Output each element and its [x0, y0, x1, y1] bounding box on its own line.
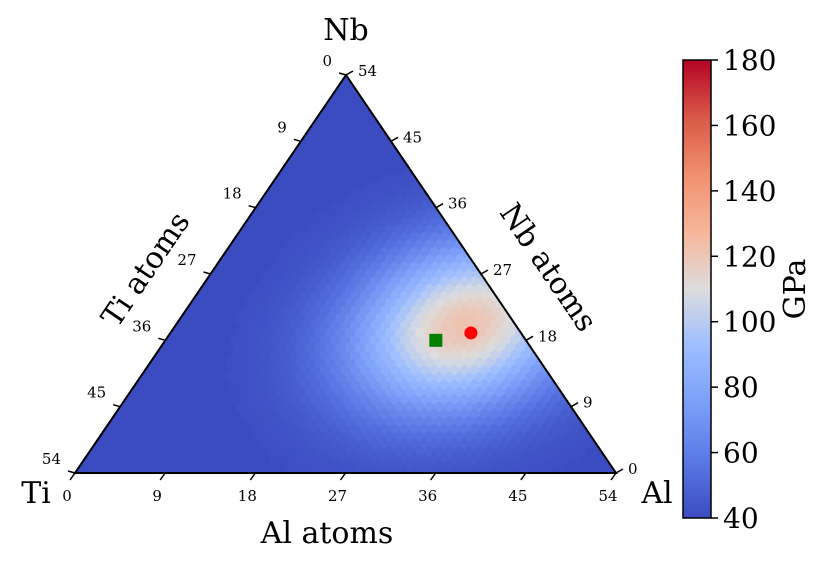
tick-label-left: 9: [277, 118, 287, 136]
tick-label-left: 27: [177, 251, 196, 269]
colorbar: [682, 59, 712, 519]
ternary-axes: 0 9 18 27 36 45 54 0 9 18 27 36 45 54 0 9 18 27 36 45 54: [42, 52, 638, 505]
corner-label-top: Nb: [323, 13, 368, 48]
corner-label-left: Ti: [21, 476, 51, 511]
tick-label-bottom: 54: [598, 487, 617, 505]
tick-label-bottom: 18: [238, 487, 257, 505]
tick-label-right: 54: [358, 62, 377, 80]
tick-label-left: 18: [223, 185, 242, 203]
tick-mark-left: [248, 204, 256, 209]
tick-label-bottom: 45: [508, 487, 527, 505]
colorbar-label: GPa: [778, 259, 813, 320]
tick-mark-right: [435, 203, 444, 209]
tick-mark-right: [345, 70, 354, 76]
marker-square: [429, 333, 443, 347]
tick-label-left: 45: [87, 384, 106, 402]
tick-mark-left: [338, 72, 347, 76]
tick-label-bottom: 0: [62, 487, 72, 505]
tick-mark-right: [480, 269, 489, 275]
tick-label-left: 54: [42, 450, 61, 468]
tick-mark-bottom: [159, 472, 166, 481]
colorbar-tick-label: 140: [723, 175, 776, 208]
tick-label-left: 36: [132, 317, 151, 335]
marker-circle: [464, 326, 478, 340]
tick-mark-bottom: [69, 472, 76, 481]
colorbar-tick-label: 80: [723, 371, 759, 404]
colorbar-tick-label: 60: [723, 437, 759, 470]
tick-mark-right: [390, 136, 399, 142]
marker-layer: [429, 326, 478, 347]
colorbar-tick-label: 40: [723, 502, 759, 535]
tick-mark-right: [525, 335, 534, 341]
colorbar-tick-label: 160: [723, 109, 776, 142]
tick-label-right: 0: [628, 460, 638, 478]
tick-mark-left: [67, 470, 76, 474]
tick-mark-bottom: [610, 472, 617, 481]
tick-label-right: 27: [493, 261, 512, 279]
colorbar-tick-label: 180: [723, 44, 776, 77]
tick-mark-right: [615, 468, 624, 474]
axis-label-bottom: Al atoms: [260, 516, 394, 551]
tick-label-bottom: 27: [328, 487, 347, 505]
colorbar-tick-label: 120: [723, 240, 776, 273]
tick-mark-bottom: [339, 472, 347, 481]
tick-label-bottom: 36: [418, 487, 437, 505]
corner-label-right: Al: [640, 476, 672, 511]
tick-mark-bottom: [520, 472, 527, 481]
tick-mark-bottom: [430, 472, 437, 481]
tick-mark-left: [158, 337, 166, 342]
tick-label-left: 0: [322, 52, 332, 70]
tick-mark-bottom: [249, 472, 256, 481]
colorbar-tick-label: 100: [723, 306, 776, 339]
tick-label-right: 45: [403, 128, 422, 146]
colorbar-ticks: 40 60 80 100 120 140 160 180: [711, 44, 776, 535]
tick-mark-left: [203, 271, 211, 275]
tick-mark-right: [570, 402, 579, 408]
tick-label-right: 9: [583, 394, 593, 412]
tick-mark-left: [293, 138, 302, 143]
heatmap-field: [75, 75, 616, 473]
tick-label-right: 36: [448, 195, 467, 213]
tick-label-bottom: 9: [152, 487, 162, 505]
tick-label-right: 18: [538, 327, 557, 345]
tick-mark-left: [112, 403, 121, 408]
